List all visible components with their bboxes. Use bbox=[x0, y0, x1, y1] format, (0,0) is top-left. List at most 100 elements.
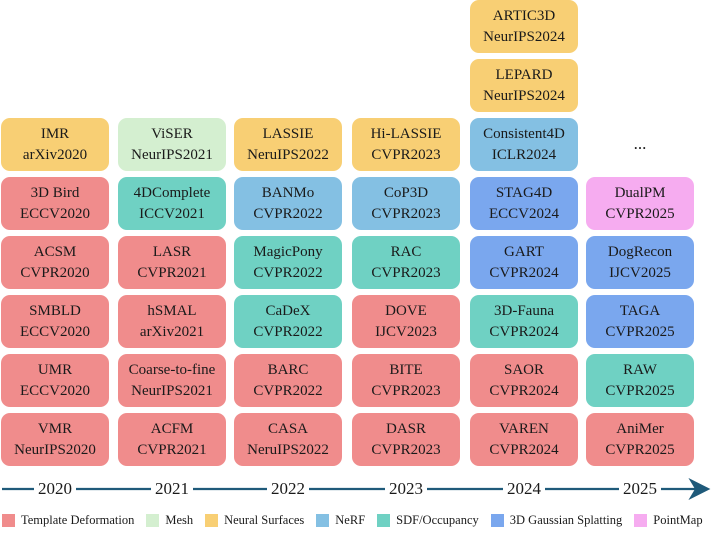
legend-item: Template Deformation bbox=[2, 513, 134, 528]
legend-label: Mesh bbox=[165, 512, 194, 527]
method-name: 3D-Fauna bbox=[494, 302, 554, 319]
method-name: ViSER bbox=[151, 125, 193, 142]
method-card: CASA NeruIPS2022 bbox=[234, 413, 342, 466]
legend-label: Template Deformation bbox=[21, 512, 135, 527]
method-name: ARTIC3D bbox=[492, 7, 556, 24]
method-name: CaDeX bbox=[265, 302, 311, 319]
method-card: 3D-Fauna CVPR2024 bbox=[470, 295, 578, 348]
method-card: TAGA CVPR2025 bbox=[586, 295, 694, 348]
method-name: 4DComplete bbox=[133, 184, 211, 201]
method-card: DualPM CVPR2025 bbox=[586, 177, 694, 230]
method-name: CoP3D bbox=[383, 184, 429, 201]
legend-item: 3D Gaussian Splatting bbox=[490, 512, 623, 528]
method-name: STAG4D bbox=[495, 184, 553, 201]
method-venue: NeurIPS2020 bbox=[14, 441, 96, 458]
method-card: AniMer CVPR2025 bbox=[586, 413, 694, 466]
method-venue: CVPR2025 bbox=[605, 323, 675, 340]
method-card: 3D Bird ECCV2020 bbox=[1, 177, 109, 230]
legend-swatch bbox=[316, 513, 330, 527]
method-venue: CVPR2023 bbox=[371, 441, 441, 458]
method-venue: CVPR2022 bbox=[253, 323, 323, 340]
method-venue: CVPR2022 bbox=[253, 382, 323, 399]
year-label: 2021 bbox=[151, 479, 193, 499]
method-venue: CVPR2022 bbox=[253, 264, 323, 281]
method-venue: arXiv2020 bbox=[22, 146, 88, 163]
method-card: 4DComplete ICCV2021 bbox=[118, 177, 226, 230]
method-venue: CVPR2023 bbox=[371, 205, 441, 222]
method-venue: CVPR2021 bbox=[137, 264, 207, 281]
method-name: Coarse-to-fine bbox=[128, 361, 216, 378]
legend-swatch bbox=[377, 513, 391, 527]
legend-item: NeRF bbox=[316, 513, 365, 528]
legend-label: PointMap bbox=[653, 512, 703, 527]
method-name: TAGA bbox=[619, 302, 661, 319]
legend-label: SDF/Occupancy bbox=[396, 512, 479, 527]
method-name: UMR bbox=[37, 361, 73, 378]
method-name: MagicPony bbox=[253, 243, 323, 260]
method-card: CaDeX CVPR2022 bbox=[234, 295, 342, 348]
method-name: ACFM bbox=[150, 420, 194, 437]
method-name: SMBLD bbox=[29, 302, 81, 319]
method-card: ACFM CVPR2021 bbox=[118, 413, 226, 466]
method-card: VMR NeurIPS2020 bbox=[1, 413, 109, 466]
method-name: hSMAL bbox=[147, 302, 197, 319]
method-venue: CVPR2023 bbox=[371, 264, 441, 281]
legend-item: PointMap bbox=[634, 512, 703, 528]
method-venue: CVPR2022 bbox=[253, 205, 323, 222]
method-venue: ECCV2020 bbox=[19, 382, 90, 399]
method-name: ACSM bbox=[33, 243, 77, 260]
legend-label: Neural Surfaces bbox=[224, 512, 305, 527]
method-name: RAW bbox=[623, 361, 657, 378]
ellipsis-more: ... bbox=[633, 134, 647, 153]
method-card: BANMo CVPR2022 bbox=[234, 177, 342, 230]
method-card: BITE CVPR2023 bbox=[352, 354, 460, 407]
method-name: BITE bbox=[389, 361, 423, 378]
method-venue: IJCV2025 bbox=[609, 264, 671, 281]
method-card: RAW CVPR2025 bbox=[586, 354, 694, 407]
method-card: GART CVPR2024 bbox=[470, 236, 578, 289]
method-card: IMR arXiv2020 bbox=[1, 118, 109, 171]
year-label: 2022 bbox=[267, 479, 309, 499]
method-venue: ICCV2021 bbox=[139, 205, 205, 222]
method-name: LASR bbox=[152, 243, 192, 260]
method-card: hSMAL arXiv2021 bbox=[118, 295, 226, 348]
legend-swatch bbox=[205, 513, 219, 527]
method-name: BARC bbox=[267, 361, 309, 378]
method-card: ViSER NeurIPS2021 bbox=[118, 118, 226, 171]
method-venue: CVPR2025 bbox=[605, 441, 675, 458]
method-venue: CVPR2024 bbox=[489, 264, 559, 281]
method-card: ARTIC3D NeurIPS2024 bbox=[470, 0, 578, 53]
method-card: DASR CVPR2023 bbox=[352, 413, 460, 466]
method-card: MagicPony CVPR2022 bbox=[234, 236, 342, 289]
method-venue: CVPR2024 bbox=[489, 323, 559, 340]
method-name: VMR bbox=[37, 420, 73, 437]
method-card: Coarse-to-fine NeurIPS2021 bbox=[118, 354, 226, 407]
method-card: Consistent4D ICLR2024 bbox=[470, 118, 578, 171]
method-venue: ECCV2020 bbox=[19, 205, 90, 222]
method-card: LASSIE NeruIPS2022 bbox=[234, 118, 342, 171]
method-venue: arXiv2021 bbox=[139, 323, 205, 340]
method-card: BARC CVPR2022 bbox=[234, 354, 342, 407]
method-venue: CVPR2024 bbox=[489, 441, 559, 458]
method-venue: IJCV2023 bbox=[375, 323, 437, 340]
legend-label: 3D Gaussian Splatting bbox=[509, 512, 623, 527]
method-name: VAREN bbox=[499, 420, 549, 437]
legend-item: Mesh bbox=[146, 513, 193, 528]
method-venue: NeruIPS2022 bbox=[247, 146, 329, 163]
method-venue: ECCV2020 bbox=[19, 323, 90, 340]
method-name: GART bbox=[504, 243, 544, 260]
method-card: UMR ECCV2020 bbox=[1, 354, 109, 407]
method-name: RAC bbox=[390, 243, 422, 260]
legend-item: Neural Surfaces bbox=[205, 513, 304, 528]
method-card: Hi-LASSIE CVPR2023 bbox=[352, 118, 460, 171]
method-name: AniMer bbox=[616, 420, 664, 437]
legend: Template Deformation Mesh Neural Surfaces N… bbox=[2, 508, 715, 532]
method-card: DOVE IJCV2023 bbox=[352, 295, 460, 348]
method-venue: NeruIPS2022 bbox=[247, 441, 329, 458]
method-name: IMR bbox=[40, 125, 70, 142]
method-name: DOVE bbox=[385, 302, 427, 319]
method-venue: CVPR2020 bbox=[20, 264, 90, 281]
method-card: SAOR CVPR2024 bbox=[470, 354, 578, 407]
legend-swatch bbox=[634, 513, 648, 527]
method-card: VAREN CVPR2024 bbox=[470, 413, 578, 466]
